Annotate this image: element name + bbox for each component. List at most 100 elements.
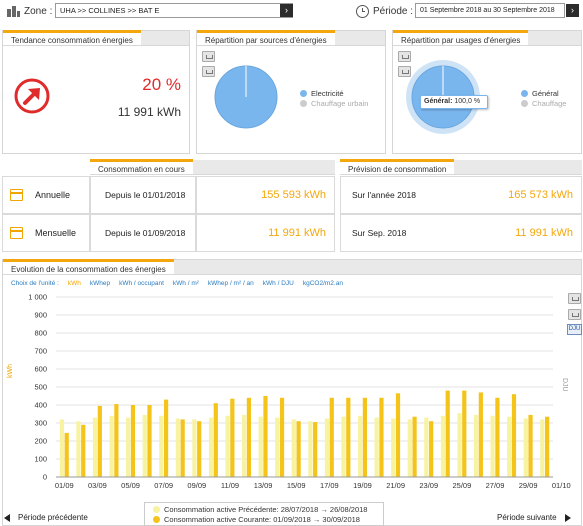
legend-dot xyxy=(300,100,307,107)
bar-courante xyxy=(346,397,351,477)
x-tick-label: 01/09 xyxy=(55,481,74,490)
evolution-title: Evolution de la consommation des énergie… xyxy=(3,259,174,274)
next-period-button[interactable]: Période suivante xyxy=(497,513,571,522)
download-icon[interactable] xyxy=(568,309,581,320)
bar-courante xyxy=(81,424,86,477)
legend-label: Chauffage xyxy=(532,99,567,108)
since-text: Depuis le 01/01/2018 xyxy=(105,190,186,200)
bar-courante xyxy=(180,419,185,477)
tendance-panel: Tendance consommation énergies 20 % 11 9… xyxy=(2,30,190,154)
bar-precedente xyxy=(225,415,230,477)
prevision-label: Sur l'année 2018 xyxy=(352,190,417,200)
print-icon[interactable] xyxy=(202,66,215,77)
bar-precedente xyxy=(159,415,164,477)
bar-courante xyxy=(130,405,136,477)
bar-precedente xyxy=(142,414,147,477)
tooltip-label: Général: xyxy=(424,98,453,105)
unit-option-kwh[interactable]: kWh xyxy=(67,280,81,287)
since-cell: Depuis le 01/01/2018 xyxy=(90,176,196,214)
y-tick-label: 300 xyxy=(34,419,47,428)
legend-label: Général xyxy=(532,89,559,98)
unit-option-kwh-occupant[interactable]: kWh / occupant xyxy=(119,280,164,287)
bar-precedente xyxy=(76,421,81,477)
x-tick-label: 29/09 xyxy=(519,481,538,490)
since-cell: Depuis le 01/09/2018 xyxy=(90,214,196,252)
unit-option-kwhep[interactable]: kWhep xyxy=(89,280,111,287)
bar-precedente xyxy=(59,419,64,477)
x-tick-label: 21/09 xyxy=(386,481,405,490)
prevision-cell: Sur Sep. 2018 11 991 kWh xyxy=(340,214,582,252)
unit-option-kwhep-m2-an[interactable]: kWhep / m² / an xyxy=(207,280,254,287)
panel-header: Répartition par sources d'énergies xyxy=(197,30,385,46)
periode-selector[interactable]: 01 Septembre 2018 au 30 Septembre 2018 xyxy=(415,3,565,18)
legend-label: Electricité xyxy=(311,89,344,98)
periode-block: Période : xyxy=(356,3,417,19)
periode-go-button[interactable]: › xyxy=(566,4,579,17)
bar-precedente xyxy=(341,416,346,477)
x-tick-label: 05/09 xyxy=(121,481,140,490)
bar-precedente xyxy=(457,413,462,477)
bar-courante xyxy=(197,421,202,477)
bar-precedente xyxy=(473,414,479,477)
zone-go-button[interactable]: › xyxy=(280,4,293,17)
bar-precedente xyxy=(407,419,412,477)
x-tick-label: 17/09 xyxy=(320,481,339,490)
sources-pie[interactable] xyxy=(213,64,279,130)
bar-courante xyxy=(329,397,334,477)
current-value: 11 991 kWh xyxy=(268,227,326,239)
bar-precedente xyxy=(92,417,98,477)
y-tick-label: 800 xyxy=(34,329,47,338)
y-tick-label: 1 000 xyxy=(28,293,47,302)
bar-precedente xyxy=(440,415,446,477)
bar-courante xyxy=(263,396,268,477)
legend-item-chauffage-urbain[interactable]: Chauffage urbain xyxy=(300,99,368,108)
bar-courante xyxy=(478,392,483,477)
unit-option-kgco2[interactable]: kgCO2/m2.an xyxy=(302,280,343,287)
units-selector: Choix de l'unité : kWh kWhep kWh / occup… xyxy=(11,280,343,287)
prevision-value: 11 991 kWh xyxy=(515,227,573,239)
bar-courante xyxy=(462,390,467,477)
bar-precedente xyxy=(308,421,313,477)
legend-item-courante[interactable]: Consommation active Courante: 01/09/2018… xyxy=(153,515,360,524)
y-tick-label: 0 xyxy=(43,473,47,482)
print-icon[interactable] xyxy=(398,66,411,77)
bar-courante xyxy=(246,397,252,477)
consommation-current-title: Consommation en cours xyxy=(90,159,193,174)
consommation-prevision-title: Prévision de consommation xyxy=(340,159,455,174)
download-icon[interactable] xyxy=(398,51,411,62)
bar-precedente xyxy=(258,416,263,477)
bar-courante xyxy=(279,397,285,477)
previous-period-button[interactable]: Période précédente xyxy=(4,513,88,522)
unit-option-kwh-dju[interactable]: kWh / DJU xyxy=(262,280,294,287)
bar-courante xyxy=(395,393,401,477)
bar-courante xyxy=(313,422,318,477)
legend-label: Chauffage urbain xyxy=(311,99,369,108)
unit-option-kwh-m2[interactable]: kWh / m² xyxy=(172,280,199,287)
pie-tooltip: Général: 100,0 % xyxy=(420,95,488,109)
legend-label: Consommation active Précédente: 28/07/20… xyxy=(164,505,368,514)
legend-dot xyxy=(300,90,307,97)
print-icon[interactable] xyxy=(568,293,581,304)
legend-item-precedente[interactable]: Consommation active Précédente: 28/07/20… xyxy=(153,505,367,514)
legend-item-electricite[interactable]: Electricité xyxy=(300,89,344,98)
units-label: Choix de l'unité : xyxy=(11,280,59,287)
x-tick-label: 09/09 xyxy=(187,481,206,490)
bar-precedente xyxy=(490,415,495,477)
building-icon xyxy=(7,6,20,17)
bar-courante xyxy=(511,394,517,477)
legend-item-general[interactable]: Général xyxy=(521,89,559,98)
bar-courante xyxy=(163,399,169,477)
y-tick-label: 600 xyxy=(34,365,47,374)
bar-courante xyxy=(213,403,218,477)
bar-courante xyxy=(545,416,550,477)
zone-selector[interactable]: UHA >> COLLINES >> BAT E xyxy=(55,3,293,18)
panel-header: Evolution de la consommation des énergie… xyxy=(3,259,581,275)
zone-block: Zone : xyxy=(6,3,56,19)
download-icon[interactable] xyxy=(202,51,215,62)
legend-dot xyxy=(521,90,528,97)
legend-item-chauffage[interactable]: Chauffage xyxy=(521,99,566,108)
dju-toggle-button[interactable]: DJU xyxy=(567,324,582,335)
arrow-left-icon xyxy=(4,513,10,522)
prevision-label: Sur Sep. 2018 xyxy=(352,228,407,238)
